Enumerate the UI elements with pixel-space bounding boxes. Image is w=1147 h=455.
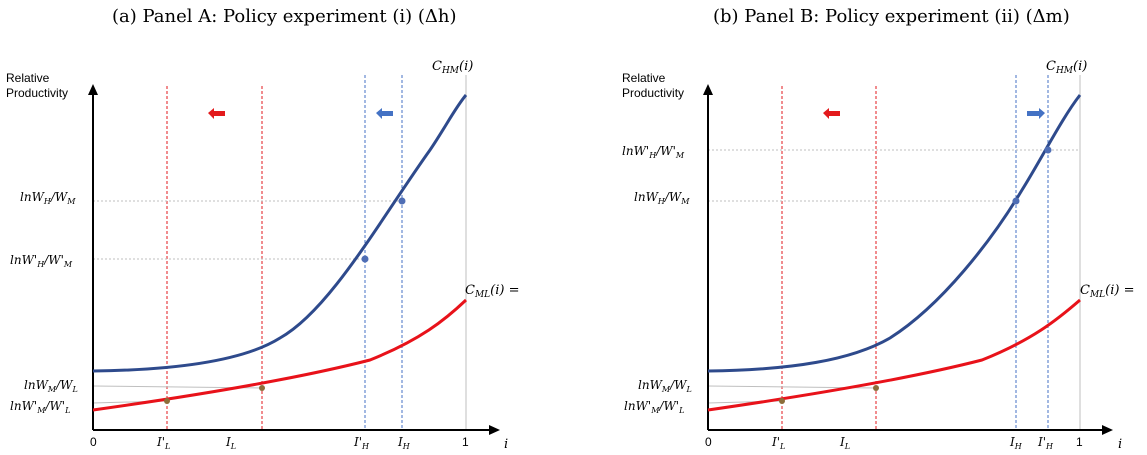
x-tick-one: 1 (1076, 435, 1083, 449)
y-axis-label-line2: Productivity (6, 86, 68, 100)
panel-a-title: (a) Panel A: Policy experiment (i) (Δh) (112, 6, 457, 27)
panel-b-title: (b) Panel B: Policy experiment (ii) (Δm) (713, 6, 1070, 27)
upper-curve (707, 94, 1082, 373)
point-lower-I-prime-L (779, 398, 785, 404)
point-upper-I-H (1012, 197, 1020, 205)
upper-curve-label: CHM(i) (1046, 59, 1087, 76)
x-tick-I-L: IL (225, 435, 236, 451)
point-lower-I-prime-L (164, 398, 170, 404)
y-tick-wh-prime: lnW'H/W'M (10, 253, 73, 269)
upper-curve (92, 94, 468, 373)
y-tick-wm-wl: lnWM/WL (638, 378, 692, 394)
y-axis-label-line1: Relative (6, 71, 50, 85)
lower-curve (92, 298, 468, 412)
x-axis-arrow-icon (489, 425, 500, 435)
point-upper-I-H (398, 197, 406, 205)
point-lower-I-L (259, 385, 265, 391)
y-tick-wm-wl: lnWM/WL (24, 378, 78, 394)
y-tick-wh-wm: lnWH/WM (20, 190, 76, 206)
x-tick-I-H: IH (397, 435, 411, 451)
x-tick-I-L: IL (839, 435, 850, 451)
x-tick-I-prime-L: I'L (156, 435, 170, 451)
red-left-arrow-icon (208, 108, 225, 119)
y-tick-wm-prime: lnW'M/W'L (10, 399, 70, 415)
x-tick-I-prime-H: I'H (1037, 435, 1054, 451)
x-axis-label: i (504, 437, 508, 452)
x-axis-arrow-icon (1102, 425, 1113, 435)
point-lower-I-L (873, 385, 879, 391)
x-tick-I-H: IH (1009, 435, 1023, 451)
y-tick-wh-wm: lnWH/WM (634, 190, 690, 206)
blue-right-arrow-icon (1027, 108, 1045, 119)
x-tick-I-prime-H: I'H (353, 435, 370, 451)
lower-curve-label: CML(i) = (465, 283, 519, 300)
x-tick-I-prime-L: I'L (771, 435, 785, 451)
y-axis-label-line1: Relative (622, 71, 666, 85)
red-left-arrow-icon (823, 108, 840, 119)
lower-curve-label: CML(i) = (1080, 283, 1134, 300)
panel-b-diagram: Relative Productivity i CHM(i) CML(i) = … (622, 59, 1134, 452)
y-tick-wh-prime: lnW'H/W'M (622, 144, 685, 160)
panel-a-diagram: Relative Productivity i CHM(i) CML(i) = … (6, 59, 519, 452)
lower-curve (707, 298, 1081, 412)
x-tick-zero: 0 (90, 435, 97, 449)
y-tick-wm-prime: lnW'M/W'L (624, 399, 684, 415)
blue-left-arrow-icon (376, 108, 393, 119)
y-axis-label-line2: Productivity (622, 86, 684, 100)
point-upper-I-prime-H (1044, 146, 1052, 154)
upper-curve-label: CHM(i) (432, 59, 473, 76)
x-tick-zero: 0 (705, 435, 712, 449)
point-upper-I-prime-H (361, 255, 369, 263)
y-axis-arrow-icon (703, 84, 713, 95)
y-axis-arrow-icon (88, 84, 98, 95)
x-tick-one: 1 (462, 435, 469, 449)
x-axis-label: i (1118, 437, 1122, 452)
